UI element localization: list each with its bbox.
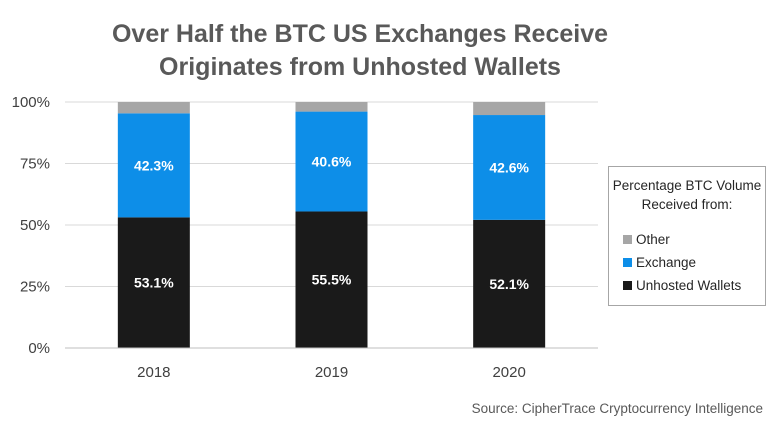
- legend-item-exchange: Exchange: [623, 254, 696, 272]
- y-tick-label: 25%: [20, 279, 50, 296]
- legend: Percentage BTC Volume Received from: Oth…: [608, 166, 766, 306]
- x-tick-label: 2018: [137, 364, 170, 381]
- legend-label-exchange: Exchange: [636, 255, 697, 270]
- x-tick-label: 2019: [315, 364, 348, 381]
- legend-swatch-unhosted-wallets: [623, 281, 632, 290]
- legend-swatch-exchange: [623, 258, 632, 267]
- chart-title-line-2: Originates from Unhosted Wallets: [159, 53, 561, 81]
- bar-unhosted-wallets-2018: [117, 217, 190, 348]
- data-label: 52.1%: [489, 276, 529, 292]
- legend-title: Percentage BTC Volume Received from:: [612, 178, 762, 212]
- data-label: 42.6%: [489, 159, 529, 175]
- legend-item-other: Other: [623, 231, 670, 249]
- y-tick-label: 50%: [20, 217, 50, 234]
- data-label: 55.5%: [312, 272, 352, 288]
- y-tick-label: 75%: [20, 156, 50, 173]
- bar-other-2019: [295, 102, 368, 112]
- legend-swatch-other: [623, 235, 632, 244]
- bar-exchange-2018: [117, 113, 190, 218]
- source-note: Source: CipherTrace Cryptocurrency Intel…: [471, 401, 763, 416]
- bar-exchange-2019: [295, 111, 368, 212]
- legend-label-unhosted-wallets: Unhosted Wallets: [636, 278, 742, 293]
- chart-title: Over Half the BTC US Exchanges Receive O…: [0, 18, 720, 84]
- legend-label-other: Other: [636, 232, 670, 247]
- bar-unhosted-wallets-2020: [473, 219, 546, 348]
- data-label: 40.6%: [312, 154, 352, 170]
- data-label: 42.3%: [134, 157, 174, 173]
- bar-exchange-2020: [473, 115, 546, 220]
- y-tick-label: 0%: [28, 340, 50, 357]
- x-tick-label: 2020: [492, 364, 525, 381]
- bar-other-2020: [473, 102, 546, 116]
- chart-title-line-1: Over Half the BTC US Exchanges Receive: [111, 20, 609, 48]
- legend-item-unhosted-wallets: Unhosted Wallets: [623, 277, 741, 295]
- bar-unhosted-wallets-2019: [295, 211, 368, 348]
- y-tick-label: 100%: [12, 94, 50, 111]
- data-label: 53.1%: [134, 275, 174, 291]
- bar-other-2018: [117, 102, 190, 114]
